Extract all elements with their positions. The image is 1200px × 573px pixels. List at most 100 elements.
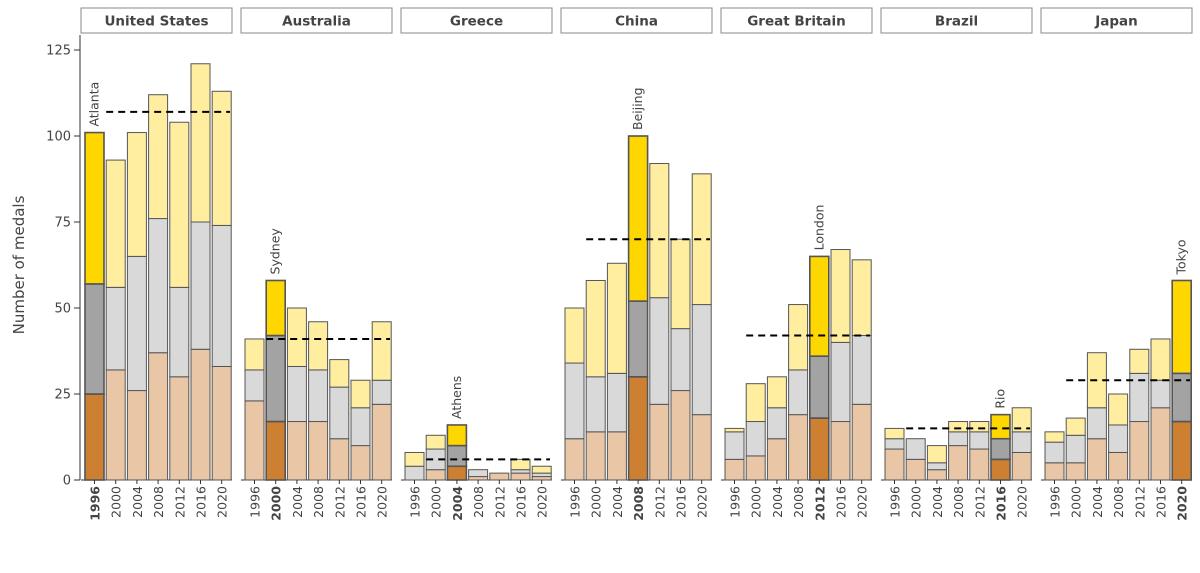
x-tick-label: 2000 [109, 486, 124, 518]
x-tick-label: 2012 [972, 486, 987, 518]
bar-silver [169, 286, 190, 378]
bar-gold [371, 321, 392, 381]
bar-silver [649, 297, 670, 405]
bar-bronze [105, 369, 126, 481]
bar-silver [926, 462, 947, 471]
x-tick-label: 2008 [1111, 486, 1126, 518]
x-tick-label: 1996 [88, 486, 103, 521]
bar-bronze [1108, 451, 1129, 481]
bar-bronze [606, 431, 627, 481]
bar-silver [905, 438, 926, 460]
panel-header-label: United States [104, 14, 208, 30]
bar-bronze [670, 390, 691, 481]
x-tick-label: 2016 [834, 486, 849, 518]
y-axis-title: Number of medals [10, 195, 28, 334]
panel-header-label: Great Britain [747, 14, 846, 30]
bar-silver [969, 431, 990, 450]
bar-silver [948, 431, 969, 447]
bar-gold [244, 338, 265, 371]
bar-gold [105, 159, 126, 288]
bar-bronze [1171, 420, 1192, 481]
bar-bronze [84, 393, 105, 481]
bar-bronze [446, 465, 468, 481]
x-tick-label: 2012 [332, 486, 347, 518]
x-tick-label: 2000 [589, 486, 604, 518]
bar-bronze [126, 390, 147, 481]
bar-gold [808, 255, 830, 357]
bar-gold [1150, 338, 1171, 381]
x-tick-label: 2004 [290, 486, 305, 518]
bar-silver [84, 283, 105, 395]
x-tick-label: 2020 [855, 486, 870, 518]
host-city-label: London [811, 205, 826, 251]
bar-bronze [969, 448, 990, 481]
x-tick-label: 2016 [994, 486, 1009, 521]
bar-gold [884, 427, 905, 440]
bar-gold [425, 434, 446, 450]
bar-gold [766, 376, 787, 409]
bar-bronze [468, 476, 489, 481]
x-tick-label: 2020 [535, 486, 550, 518]
bar-gold [649, 163, 670, 299]
x-tick-label: 2000 [429, 486, 444, 518]
x-tick-label: 1996 [248, 486, 263, 518]
bar-silver [788, 369, 809, 416]
bar-bronze [808, 417, 830, 481]
bar-bronze [1065, 462, 1086, 481]
x-tick-label: 2020 [695, 486, 710, 518]
bar-gold [788, 304, 809, 371]
bar-gold [564, 307, 585, 364]
bar-silver [446, 444, 468, 468]
bar-gold [350, 379, 371, 409]
bar-bronze [745, 455, 766, 481]
panel-header-label: Japan [1094, 14, 1138, 30]
bar-silver [1044, 441, 1065, 464]
bar-silver [1065, 434, 1086, 464]
x-tick-label: 2008 [151, 486, 166, 518]
bar-silver [286, 365, 307, 423]
x-tick-label: 2004 [930, 486, 945, 518]
bar-silver [126, 255, 147, 392]
x-tick-label: 1996 [408, 486, 423, 518]
bar-gold [446, 424, 468, 447]
bar-gold [148, 94, 169, 220]
bar-bronze [724, 458, 745, 481]
bar-bronze [211, 365, 232, 481]
x-tick-label: 2016 [674, 486, 689, 518]
host-city-label: Beijing [630, 87, 645, 130]
x-tick-label: 2004 [130, 486, 145, 518]
x-tick-label: 1996 [1048, 486, 1063, 518]
bar-gold [308, 321, 329, 371]
y-tick-label: 0 [63, 474, 71, 489]
bar-bronze [1150, 407, 1171, 481]
bar-silver [606, 372, 627, 433]
panel-header-box [80, 7, 233, 34]
bar-silver [148, 218, 169, 354]
bar-gold [190, 63, 211, 223]
y-tick-label: 50 [54, 302, 71, 317]
x-tick-label: 2012 [812, 486, 827, 521]
bar-silver [830, 341, 851, 423]
bar-gold [830, 249, 851, 343]
bar-bronze [851, 403, 872, 481]
bar-gold [990, 413, 1011, 440]
bar-silver [1150, 379, 1171, 409]
x-tick-label: 2000 [909, 486, 924, 518]
bar-silver [211, 224, 232, 367]
x-tick-label: 2012 [492, 486, 507, 518]
bar-bronze [190, 348, 211, 481]
bar-bronze [265, 420, 287, 481]
x-tick-label: 2016 [354, 486, 369, 518]
x-tick-label: 2020 [215, 486, 230, 518]
y-tick-label: 25 [54, 388, 71, 403]
bar-bronze [766, 438, 787, 481]
bar-bronze [371, 403, 392, 481]
bar-gold [627, 135, 649, 302]
bar-gold [969, 421, 990, 433]
bar-bronze [350, 445, 371, 481]
bar-silver [468, 469, 489, 478]
bar-gold [404, 451, 425, 467]
bar-gold [585, 279, 606, 378]
bar-gold [1129, 348, 1150, 374]
